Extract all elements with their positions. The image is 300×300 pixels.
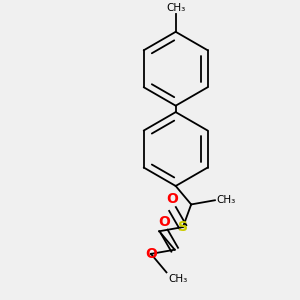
Text: S: S — [178, 220, 188, 234]
Text: CH₃: CH₃ — [217, 195, 236, 205]
Text: CH₃: CH₃ — [166, 2, 185, 13]
Text: O: O — [167, 192, 178, 206]
Text: CH₃: CH₃ — [168, 274, 187, 284]
Text: O: O — [145, 247, 157, 261]
Text: O: O — [158, 215, 170, 229]
